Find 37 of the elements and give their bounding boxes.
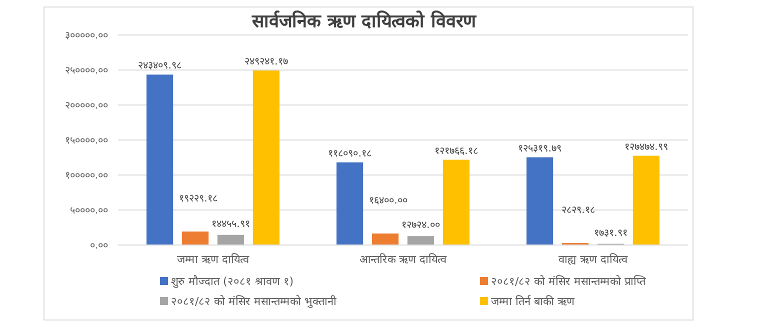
data-label: १९२२९.१८ (179, 194, 218, 205)
data-label: २४९२४१.१७ (244, 56, 288, 68)
y-tick-label: ०.०० (90, 240, 108, 252)
bar (372, 234, 399, 245)
bar (442, 160, 470, 245)
chart-title: सार्वजनिक ऋण दायित्वको विवरण (251, 10, 477, 32)
data-label: १२१७६६.१८ (434, 146, 478, 157)
bar (217, 234, 244, 245)
y-tick-label: ३०००००.०० (64, 30, 108, 42)
y-tick-label: २०००००.०० (64, 100, 108, 112)
y-tick-label: ५००००.०० (70, 206, 108, 216)
data-label: २४३४०९.९८ (138, 60, 182, 72)
data-label: १७३१.९१ (594, 228, 628, 239)
data-label: १२७४७४.९९ (624, 142, 668, 153)
bar (632, 156, 660, 245)
bar (336, 162, 364, 245)
data-label: १२५३१९.७९ (518, 143, 562, 154)
x-tick-label: वाह्य ऋण दायित्व (558, 253, 628, 266)
bar (146, 74, 174, 245)
data-label: १६४००.०० (369, 196, 408, 207)
bar (526, 157, 554, 245)
data-label: १४४५५.९१ (212, 218, 250, 230)
y-tick-label: १०००००.०० (64, 170, 108, 182)
legend-label: शुरु मौज्दात (२०८१ श्रावण १) (171, 275, 294, 288)
bar (182, 232, 209, 245)
legend-label: जम्मा तिर्न बाकी ऋण (491, 295, 576, 308)
data-label: २८२९.१८ (562, 205, 595, 216)
bar (252, 70, 280, 245)
y-tick-label: १५००००.०० (64, 136, 108, 146)
x-tick-label: जम्मा ऋण दायित्व (177, 253, 250, 266)
legend-label: २०८१/८२ को मंसिर मसान्तम्मको भुक्तानी (171, 295, 337, 308)
legend-label: २०८१/८२ को मंसिर मसान्तम्मको प्राप्ति (491, 275, 647, 288)
bar (407, 236, 434, 245)
y-tick-label: २५००००.०० (64, 66, 108, 76)
x-tick-label: आन्तरिक ऋण दायित्व (360, 253, 448, 266)
data-label: १२७२४.०० (402, 220, 440, 232)
data-label: ११८०९०.१८ (328, 148, 372, 160)
